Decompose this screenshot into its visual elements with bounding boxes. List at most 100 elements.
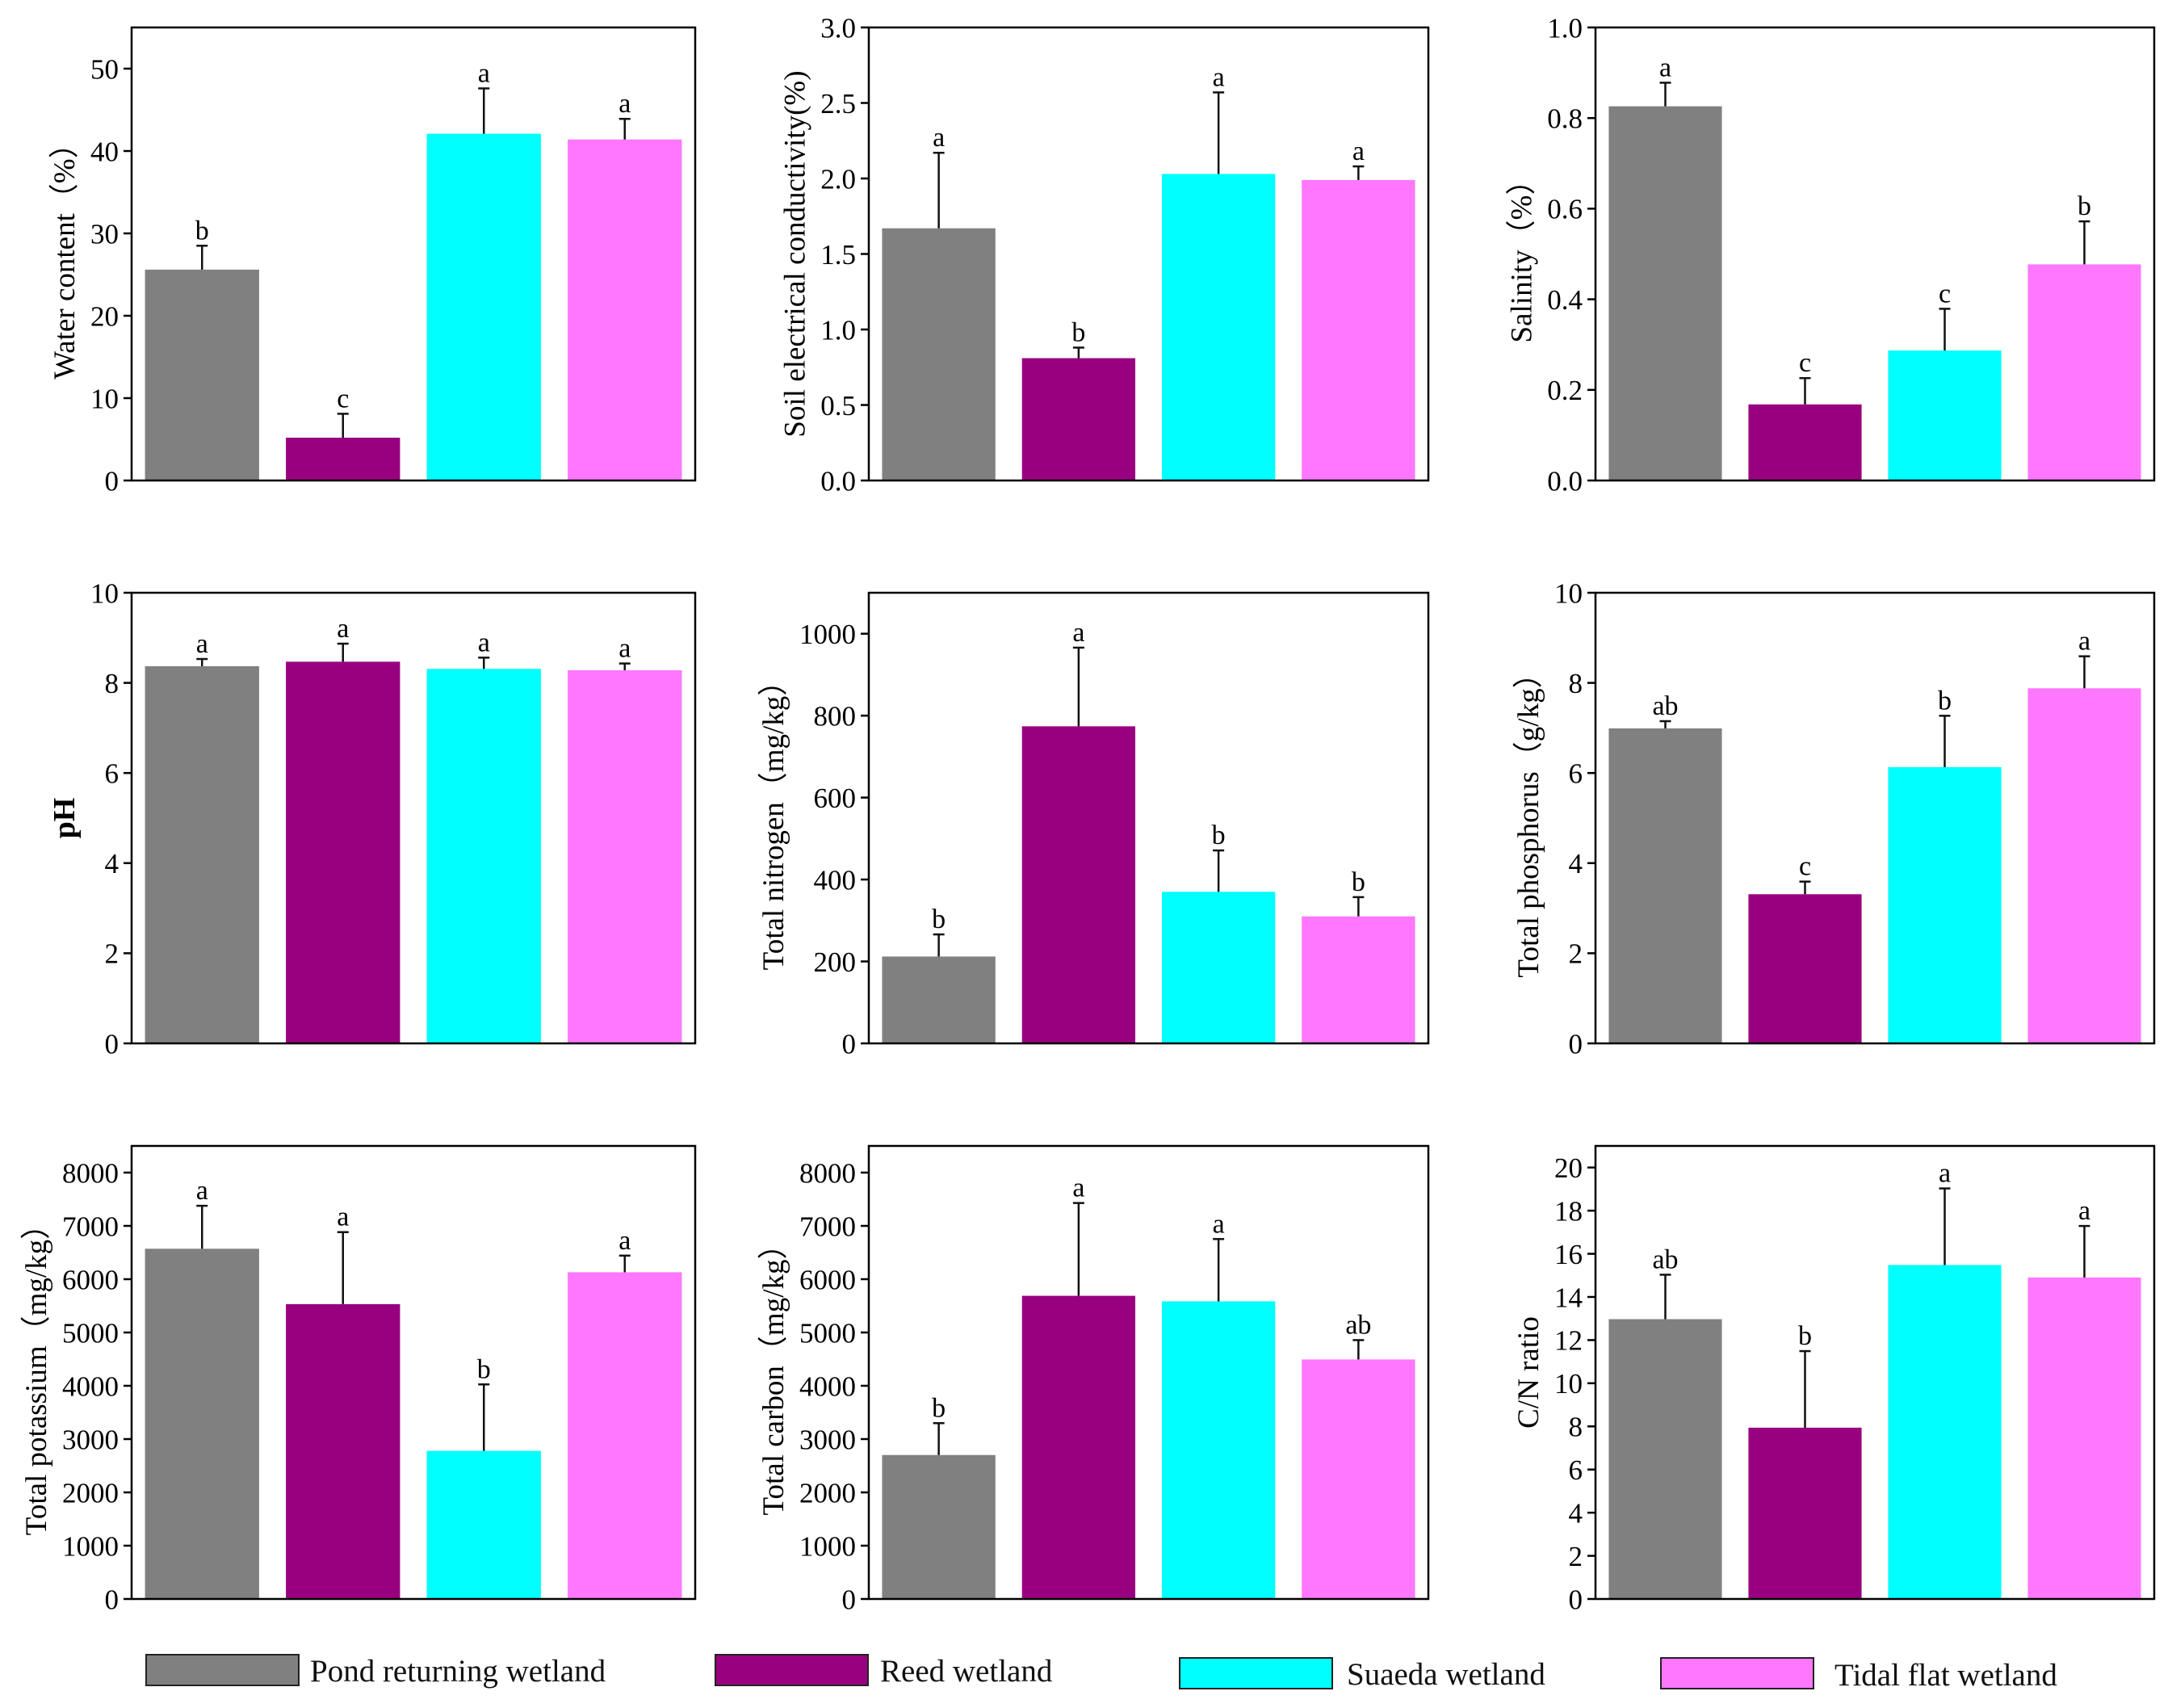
plot-frame xyxy=(867,591,1430,1045)
y-tick-label: 6000 xyxy=(62,1264,119,1295)
y-axis-label: Water content（%） xyxy=(48,128,82,379)
significance-letter-suaeda-wetland: a xyxy=(1939,1159,1951,1189)
bar-reed-wetland xyxy=(1748,404,1862,481)
bar-suaeda-wetland xyxy=(1888,1265,2002,1599)
y-tick-label: 2000 xyxy=(799,1477,856,1509)
y-tick-label: 4000 xyxy=(62,1370,119,1402)
y-tick-label: 0.0 xyxy=(1547,465,1583,497)
y-tick-label: 16 xyxy=(1554,1239,1583,1270)
y-tick-label: 1000 xyxy=(62,1530,119,1562)
plot-frame xyxy=(130,1144,697,1601)
y-tick-label: 4000 xyxy=(799,1370,856,1402)
bar-suaeda-wetland xyxy=(426,1450,541,1599)
y-tick-label: 8000 xyxy=(799,1157,856,1189)
bar-tidal-flat-wetland xyxy=(1302,179,1415,481)
bar-reed-wetland xyxy=(1021,726,1136,1043)
significance-letter-pond-returning-wetland: a xyxy=(196,1176,208,1206)
y-tick-label: 1000 xyxy=(799,1530,856,1562)
panel-ph: a a a a 0 2 4 6 8 10 pH xyxy=(48,577,697,1060)
significance-letter-tidal-flat-wetland: a xyxy=(618,634,631,664)
bar-tidal-flat-wetland xyxy=(1302,1359,1415,1599)
plot-frame xyxy=(1594,591,2156,1045)
bar-reed-wetland xyxy=(1748,894,1862,1043)
y-tick-label: 5000 xyxy=(799,1317,856,1349)
y-axis-label: Total carbon（mg/kg） xyxy=(757,1230,790,1516)
significance-letter-reed-wetland: c xyxy=(337,384,349,413)
significance-letter-reed-wetland: a xyxy=(337,614,349,644)
bar-suaeda-wetland xyxy=(1161,892,1276,1043)
y-tick-label: 50 xyxy=(90,53,119,85)
y-axis-label: C/N ratio xyxy=(1512,1316,1545,1429)
significance-letter-reed-wetland: a xyxy=(1072,1173,1084,1203)
legend-swatch-reed-wetland xyxy=(715,1654,869,1686)
bar-suaeda-wetland xyxy=(1888,766,2002,1043)
significance-letter-suaeda-wetland: b xyxy=(1938,686,1952,716)
y-tick-label: 2 xyxy=(1569,1541,1583,1572)
bar-reed-wetland xyxy=(1748,1427,1862,1599)
y-tick-label: 4 xyxy=(105,848,120,879)
y-tick-label: 2.0 xyxy=(820,163,856,195)
significance-letter-suaeda-wetland: a xyxy=(1213,1209,1225,1239)
significance-letter-tidal-flat-wetland: a xyxy=(2078,627,2090,657)
y-tick-label: 0.8 xyxy=(1547,103,1583,134)
y-tick-label: 1.0 xyxy=(1547,12,1583,44)
bar-pond-returning-wetland xyxy=(882,1454,996,1599)
y-tick-label: 20 xyxy=(1554,1152,1583,1184)
y-tick-label: 20 xyxy=(90,300,119,332)
y-tick-label: 0.5 xyxy=(820,390,856,422)
panel-total-potassium: a a b a 0 1000 2000 3000 4000 5000 6000 7000 8000 Tot… xyxy=(20,1144,697,1615)
significance-letter-tidal-flat-wetland: a xyxy=(2078,1196,2090,1226)
y-tick-label: 1000 xyxy=(799,619,856,650)
significance-letter-reed-wetland: b xyxy=(1071,317,1085,347)
bar-tidal-flat-wetland xyxy=(2027,1277,2141,1599)
y-tick-label: 0.2 xyxy=(1547,375,1583,406)
legend-label-pond-returning-wetland: Pond returning wetland xyxy=(310,1654,606,1689)
y-tick-label: 600 xyxy=(814,783,857,814)
y-tick-label: 3.0 xyxy=(820,12,856,44)
y-axis-label: Salinity（%） xyxy=(1505,166,1538,343)
y-tick-label: 14 xyxy=(1554,1282,1583,1313)
y-tick-label: 0 xyxy=(842,1028,857,1060)
significance-letter-reed-wetland: c xyxy=(1799,348,1811,378)
y-tick-label: 2000 xyxy=(62,1477,119,1509)
legend-item-reed-wetland: Reed wetland xyxy=(715,1654,1053,1689)
significance-letter-tidal-flat-wetland: b xyxy=(2078,191,2091,221)
bar-tidal-flat-wetland xyxy=(568,139,682,481)
panel-total-nitrogen: b a b b 0 200 400 600 800 1000 Total nitrogen（mg/k… xyxy=(757,591,1430,1060)
significance-letter-suaeda-wetland: b xyxy=(1212,820,1226,850)
y-tick-label: 1.0 xyxy=(820,314,856,346)
panel-total-phosphorus: ab c b a 0 2 4 6 8 10 Total phosphorus（g/kg） xyxy=(1512,577,2156,1060)
bar-tidal-flat-wetland xyxy=(2027,264,2141,481)
bar-reed-wetland xyxy=(286,661,400,1043)
bar-suaeda-wetland xyxy=(1161,1301,1276,1599)
y-tick-label: 7000 xyxy=(799,1211,856,1242)
significance-letter-pond-returning-wetland: a xyxy=(1659,52,1671,82)
bar-pond-returning-wetland xyxy=(1608,1319,1722,1599)
y-tick-label: 10 xyxy=(1554,1368,1583,1400)
y-tick-label: 0 xyxy=(1569,1584,1583,1615)
significance-letter-tidal-flat-wetland: ab xyxy=(1345,1310,1371,1340)
y-axis-label: pH xyxy=(48,798,82,839)
bar-tidal-flat-wetland xyxy=(568,1272,682,1599)
significance-letter-tidal-flat-wetland: b xyxy=(1352,867,1365,897)
y-tick-label: 2.5 xyxy=(820,88,856,120)
panel-salinity: a c c b 0.0 0.2 0.4 0.6 0.8 1.0 Salinity（%） xyxy=(1505,12,2156,497)
y-tick-label: 8 xyxy=(105,668,120,699)
panel-soil-electrical-conductivity: a b a a 0.0 0.5 1.0 1.5 2.0 2.5 3.0 Soil electrical… xyxy=(778,12,1430,497)
y-tick-label: 0.4 xyxy=(1547,284,1583,316)
bar-reed-wetland xyxy=(1021,1295,1136,1599)
bar-suaeda-wetland xyxy=(426,669,541,1043)
y-axis-label: Total potassium（mg/kg） xyxy=(20,1210,53,1535)
significance-letter-pond-returning-wetland: ab xyxy=(1652,1244,1678,1274)
y-tick-label: 200 xyxy=(814,946,857,978)
significance-letter-pond-returning-wetland: a xyxy=(933,123,945,153)
bar-suaeda-wetland xyxy=(426,133,541,481)
significance-letter-suaeda-wetland: c xyxy=(1939,279,1951,308)
plot-frame xyxy=(130,26,697,482)
significance-letter-pond-returning-wetland: b xyxy=(195,216,209,245)
panel-cn-ratio: ab b a a 0 2 4 6 8 10 12 14 16 18 20 C/N ratio xyxy=(1512,1144,2156,1615)
y-tick-label: 8000 xyxy=(62,1157,119,1189)
bar-reed-wetland xyxy=(286,437,400,481)
